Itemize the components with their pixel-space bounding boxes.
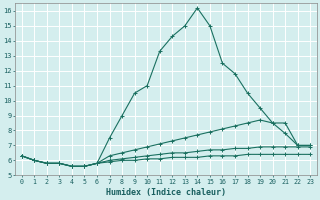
X-axis label: Humidex (Indice chaleur): Humidex (Indice chaleur) bbox=[106, 188, 226, 197]
